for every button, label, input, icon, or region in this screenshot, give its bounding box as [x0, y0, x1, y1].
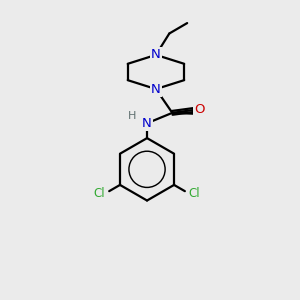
Text: O: O — [194, 103, 204, 116]
Text: Cl: Cl — [189, 187, 200, 200]
Text: H: H — [128, 111, 136, 121]
Text: N: N — [142, 117, 152, 130]
Text: N: N — [151, 48, 161, 62]
Text: N: N — [151, 82, 161, 96]
Text: Cl: Cl — [94, 187, 106, 200]
